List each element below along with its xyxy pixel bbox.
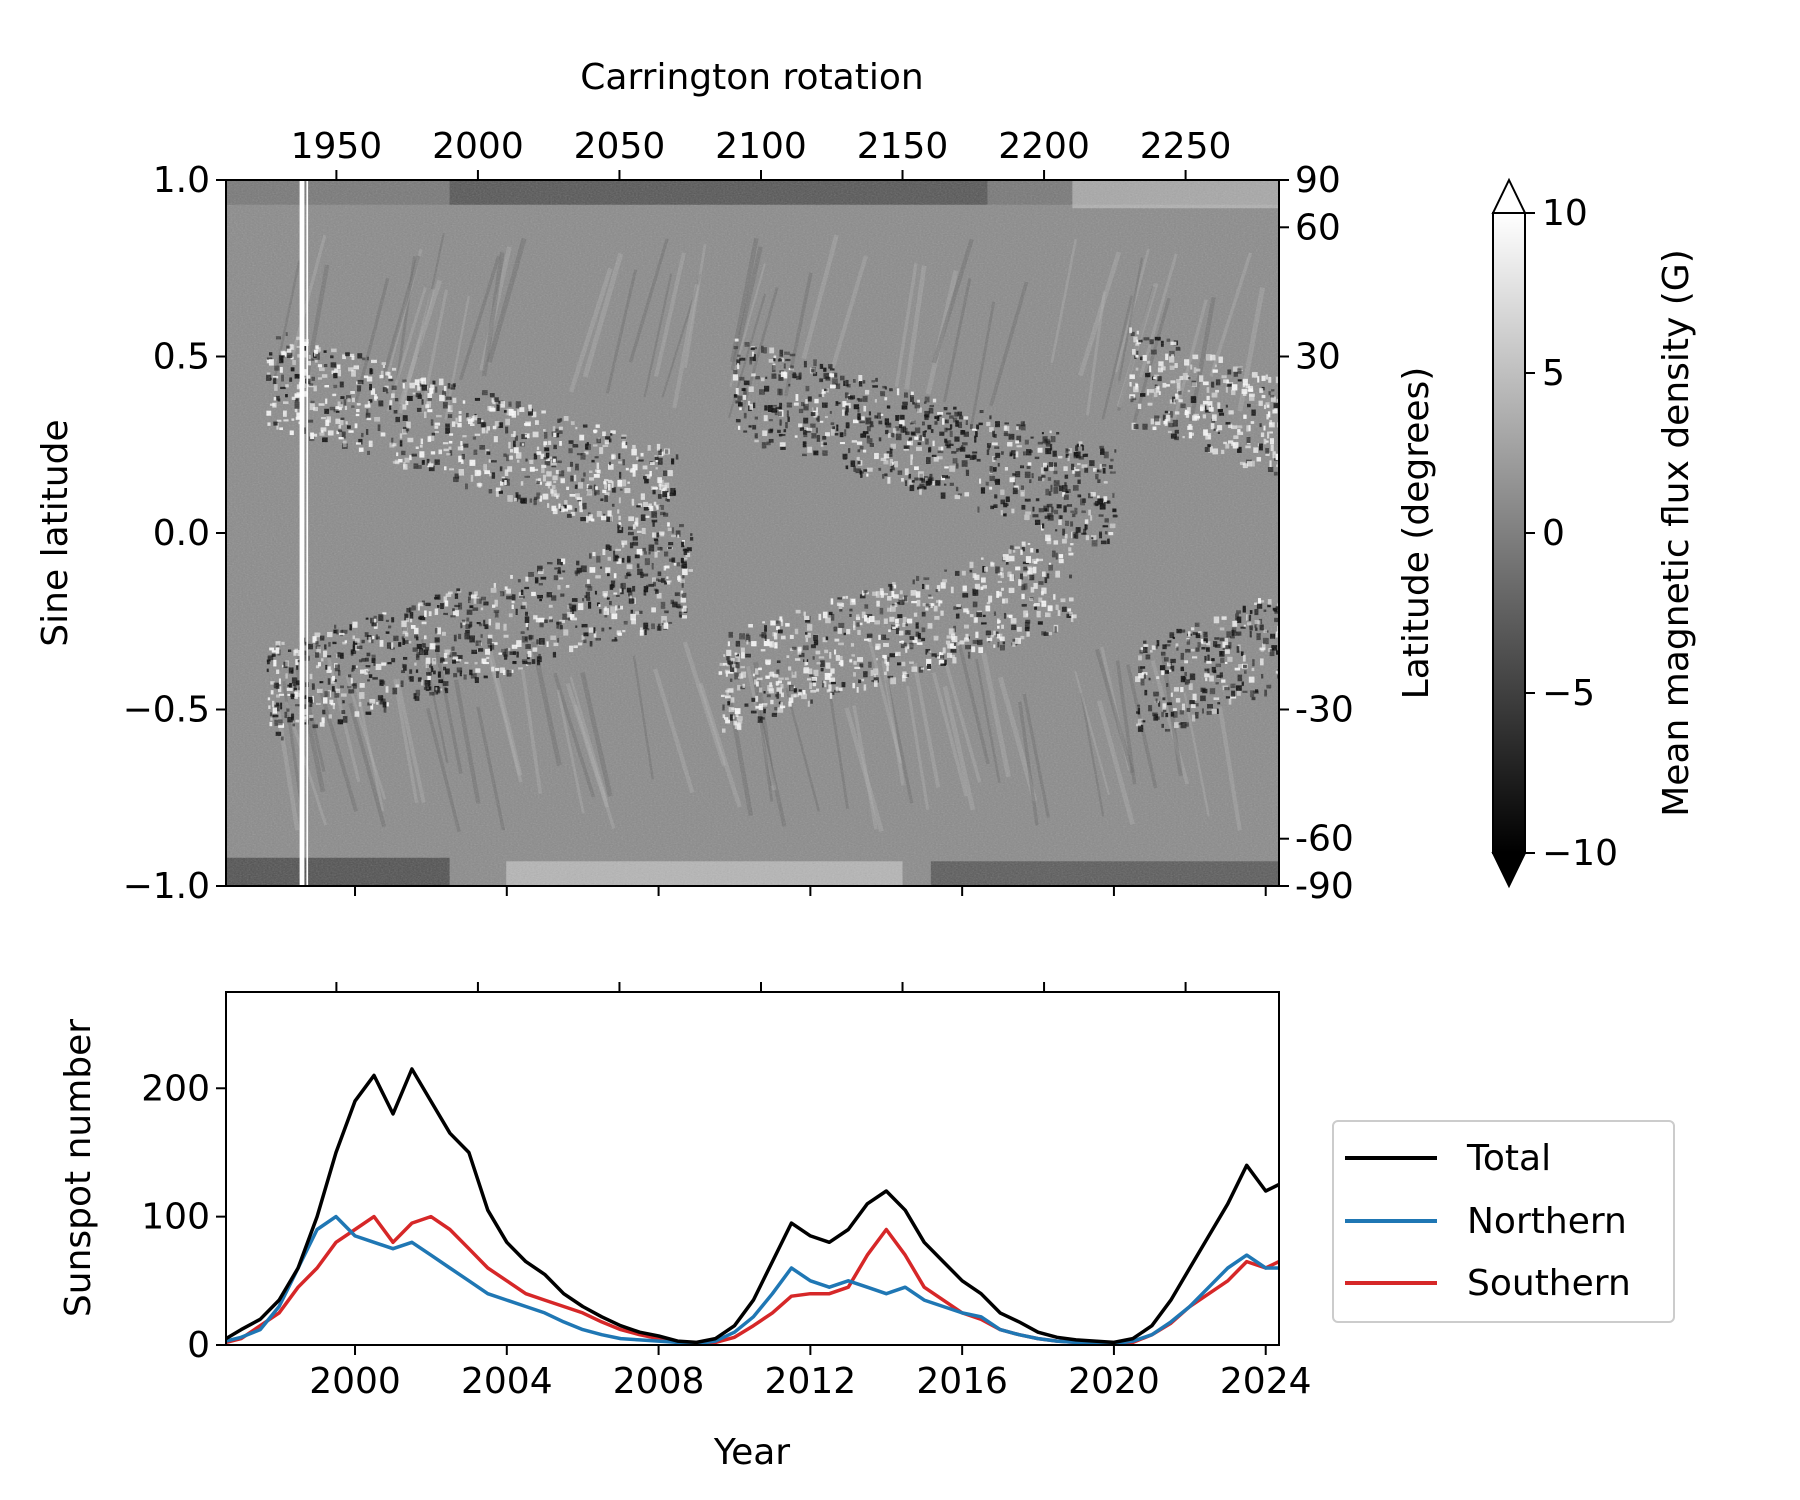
y-axis-label-sunspot: Sunspot number [58, 1019, 99, 1317]
butterfly-diagram [225, 179, 1280, 887]
colorbar-extend-min [1491, 852, 1527, 889]
y-axis-label-degrees: Latitude (degrees) [1396, 367, 1437, 700]
colorbar-extend-max [1491, 177, 1527, 214]
carrington-tick-label: 2150 [857, 126, 949, 167]
heatmap-noise [226, 180, 1279, 886]
top-axis-label: Carrington rotation [580, 57, 923, 98]
line-plot-background [226, 992, 1279, 1345]
latitude-tick-label: 60 [1295, 207, 1341, 248]
year-tick-label: 2008 [613, 1361, 705, 1402]
latitude-tick-label: -90 [1295, 866, 1354, 907]
latitude-tick-label: -60 [1295, 819, 1354, 860]
year-tick-label: 2020 [1068, 1361, 1160, 1402]
colorbar-label: Mean magnetic flux density (G) [1656, 249, 1697, 817]
latitude-tick-label: -30 [1295, 690, 1354, 731]
legend-entry-northern[interactable]: Northern [1467, 1201, 1627, 1242]
sunspot-tick-label: 0 [187, 1325, 210, 1366]
y-axis-label-sine: Sine latitude [35, 419, 76, 646]
data-gap-column [306, 180, 309, 886]
colorbar: 10 5 0 −5 −10 Mean magnetic flux density (G) [1491, 177, 1697, 889]
carrington-tick-label: 2250 [1140, 126, 1232, 167]
colorbar-ticks: 10 5 0 −5 −10 [1525, 193, 1618, 874]
latitude-tick-label: 30 [1295, 337, 1341, 378]
top-axes: 1.0 0.5 0.0 −0.5 −1.0 90 60 30 -30 -60 -90 1950 2000… [123, 126, 1354, 907]
colorbar-tick-label: 5 [1542, 353, 1565, 394]
year-tick-label: 2012 [765, 1361, 857, 1402]
colorbar-gradient [1492, 212, 1526, 854]
carrington-tick-label: 2000 [432, 126, 524, 167]
data-gap [299, 180, 309, 886]
year-tick-label: 2016 [916, 1361, 1008, 1402]
sunspot-series [226, 1067, 1279, 1345]
colorbar-tick-label: −10 [1542, 833, 1618, 874]
sunspot-tick-label: 100 [141, 1197, 210, 1238]
series-line-total [226, 1067, 1279, 1345]
carrington-tick-label: 2050 [574, 126, 666, 167]
year-tick-label: 2004 [461, 1361, 553, 1402]
sine-tick-label: 0.5 [153, 337, 210, 378]
x-axis-label: Year [713, 1432, 790, 1473]
sunspot-panel [225, 991, 1280, 1346]
sine-tick-label: 0.0 [153, 513, 210, 554]
line-plot-frame [225, 991, 1280, 1346]
bottom-axes: 2000 2004 2008 2012 2016 2020 2024 0 100 200 [141, 982, 1312, 1402]
colorbar-tick-label: 0 [1542, 513, 1565, 554]
legend-box [1332, 1120, 1675, 1323]
year-tick-label: 2000 [309, 1361, 401, 1402]
data-gap-column [299, 180, 305, 886]
sunspot-tick-label: 200 [141, 1068, 210, 1109]
sine-tick-label: 1.0 [153, 160, 210, 201]
legend[interactable]: Total Northern Southern [1332, 1120, 1675, 1323]
carrington-tick-label: 2200 [998, 126, 1090, 167]
carrington-tick-label: 2100 [715, 126, 807, 167]
legend-entry-total[interactable]: Total [1466, 1138, 1551, 1179]
colorbar-tick-label: 10 [1542, 193, 1588, 234]
legend-entry-southern[interactable]: Southern [1467, 1263, 1631, 1304]
sine-tick-label: −1.0 [123, 866, 210, 907]
carrington-tick-label: 1950 [291, 126, 383, 167]
year-tick-label: 2024 [1220, 1361, 1312, 1402]
latitude-tick-label: 90 [1295, 160, 1341, 201]
sine-tick-label: −0.5 [123, 690, 210, 731]
colorbar-tick-label: −5 [1542, 673, 1595, 714]
